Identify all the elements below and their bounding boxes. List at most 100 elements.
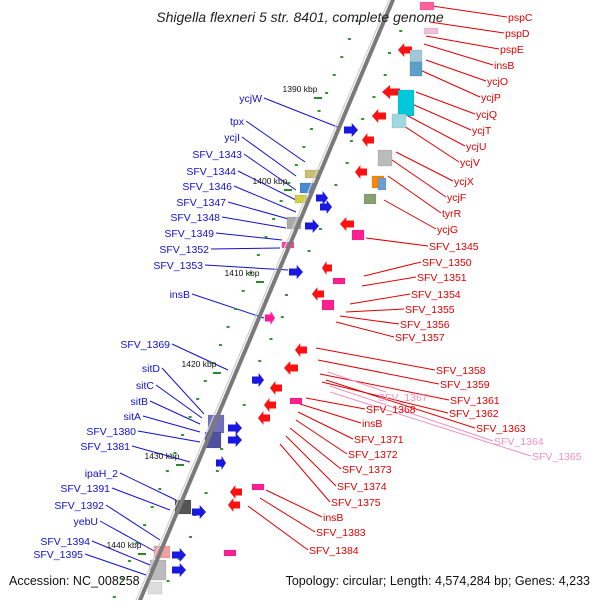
track-mark — [317, 110, 321, 112]
left-leader-2 — [245, 120, 306, 163]
gene-features — [112, 1, 439, 598]
gene-feature-47 — [284, 361, 298, 375]
left-gene-label-22: SFV_1392 — [54, 500, 104, 512]
gene-feature-31 — [397, 89, 415, 117]
left-gene-label-17: sitA — [123, 411, 141, 423]
gene-feature-26 — [423, 27, 439, 35]
right-gene-label-16: SFV_1350 — [422, 257, 472, 269]
right-gene-label-5: ycjO — [487, 76, 508, 88]
right-leader-31 — [297, 411, 354, 440]
genome-backbone — [133, 0, 396, 605]
track-mark — [279, 200, 283, 202]
right-leader-15 — [365, 237, 429, 247]
gene-feature-10 — [289, 265, 303, 279]
right-leader-2 — [429, 21, 505, 34]
left-leader-5 — [237, 170, 297, 201]
track-mark — [249, 272, 253, 274]
gene-feature-40 — [340, 217, 354, 231]
backbone-line — [136, 0, 396, 605]
backbone-highlight — [133, 0, 390, 605]
right-leader-9 — [407, 115, 466, 147]
left-leader-22 — [105, 504, 161, 541]
left-gene-label-24: SFV_1394 — [40, 536, 90, 548]
right-gene-label-35: SFV_1375 — [331, 497, 381, 509]
gene-feature-48 — [289, 397, 303, 405]
gene-feature-2 — [316, 191, 328, 205]
left-gene-label-21: SFV_1391 — [60, 483, 110, 495]
left-gene-label-12: insB — [170, 289, 190, 301]
left-gene-label-5: SFV_1344 — [186, 166, 236, 178]
right-gene-label-6: ycjP — [481, 92, 501, 104]
scale-tick-4-label: 1420 kbp — [182, 359, 217, 369]
gene-feature-29 — [409, 61, 423, 77]
left-gene-label-25: SFV_1395 — [33, 549, 83, 561]
right-leader-33 — [289, 427, 342, 470]
left-gene-label-13: SFV_1369 — [120, 339, 170, 351]
right-leader-20 — [339, 315, 400, 325]
left-gene-label-15: sitC — [136, 380, 155, 392]
right-gene-label-24: SFV_1361 — [450, 395, 500, 407]
right-leader-37 — [259, 497, 316, 533]
right-gene-label-18: SFV_1354 — [411, 289, 461, 301]
track-mark — [285, 294, 289, 296]
gene-feature-49 — [270, 381, 282, 395]
left-gene-label-19: SFV_1381 — [80, 441, 130, 453]
gene-feature-30 — [382, 85, 400, 99]
gene-feature-38 — [355, 165, 367, 179]
left-leader-24 — [91, 540, 151, 566]
left-gene-label-20: ipaH_2 — [85, 468, 118, 480]
track-mark — [269, 338, 273, 340]
left-leader-21 — [111, 487, 171, 511]
right-leader-17 — [361, 276, 417, 287]
left-leader-18 — [137, 430, 201, 443]
track-mark — [204, 492, 208, 494]
left-gene-label-16: sitB — [130, 396, 148, 408]
track-mark — [272, 218, 276, 220]
right-gene-label-25: SFV_1362 — [449, 408, 499, 420]
track-mark — [127, 560, 131, 562]
right-leader-22 — [315, 347, 436, 371]
left-gene-label-18: SFV_1380 — [86, 426, 136, 438]
track-mark — [258, 360, 262, 362]
track-mark — [318, 228, 322, 230]
right-gene-label-4: insB — [494, 60, 514, 72]
left-gene-label-1: ycjW — [239, 93, 262, 105]
right-gene-label-10: ycjV — [460, 157, 480, 169]
left-leader-17 — [142, 415, 201, 433]
track-mark — [120, 578, 124, 580]
right-leader-26 — [325, 379, 476, 429]
track-mark — [196, 398, 200, 400]
left-leader-15 — [155, 384, 203, 419]
gene-feature-12 — [252, 373, 264, 387]
gene-feature-41 — [351, 229, 365, 241]
left-leader-25 — [84, 553, 147, 576]
right-leader-10 — [403, 125, 460, 163]
left-leader-7 — [227, 201, 293, 221]
scale-tick-6-label: 1440 kbp — [107, 540, 142, 550]
scale-tick-1-label: 1390 kbp — [283, 84, 318, 94]
gene-feature-21 — [172, 548, 186, 562]
track-mark — [349, 140, 353, 142]
right-gene-label-33: SFV_1373 — [342, 464, 392, 476]
gene-feature-55 — [223, 549, 237, 557]
right-leader-6 — [419, 69, 481, 98]
gene-feature-25 — [419, 1, 435, 11]
track-mark — [181, 434, 185, 436]
right-leader-3 — [425, 35, 500, 50]
track-mark — [241, 290, 245, 292]
right-gene-label-15: SFV_1345 — [429, 241, 479, 253]
right-leader-28 — [329, 391, 532, 457]
gene-feature-52 — [251, 483, 265, 491]
right-leader-21 — [335, 321, 395, 338]
gene-feature-39 — [363, 193, 377, 205]
right-gene-label-13: tyrR — [442, 208, 462, 220]
scale-tick-3-label: 1410 kbp — [225, 268, 260, 278]
right-gene-label-9: ycjU — [466, 141, 486, 153]
track-mark — [361, 118, 365, 120]
track-mark — [165, 470, 169, 472]
scale-tick-2-label: 1400 kbp — [253, 176, 288, 186]
left-leader-9 — [215, 232, 283, 241]
right-gene-label-22: SFV_1358 — [436, 365, 486, 377]
right-leader-30 — [299, 403, 362, 424]
track-mark — [332, 74, 336, 76]
